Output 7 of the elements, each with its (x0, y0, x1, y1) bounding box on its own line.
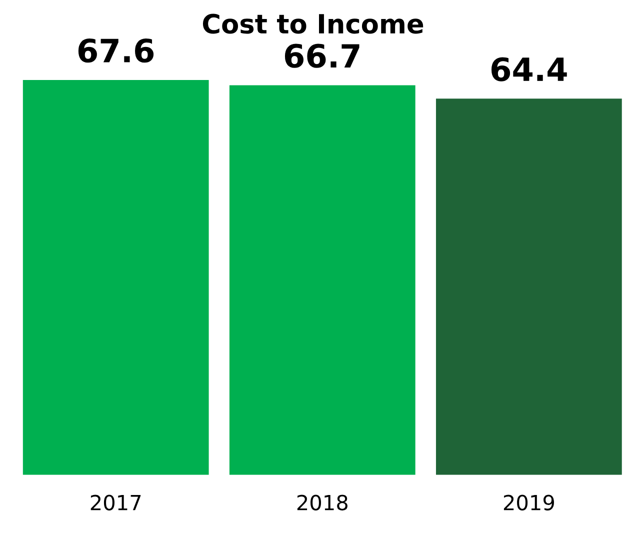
x-tick-label: 2018 (297, 494, 348, 510)
data-label: 66.7 (284, 44, 360, 68)
data-label: 67.6 (78, 38, 154, 63)
x-tick-label: 2019 (504, 494, 554, 510)
chart-title: Cost to Income (202, 14, 424, 34)
data-label: 64.4 (492, 57, 567, 82)
x-tick-label: 2017 (90, 494, 141, 510)
